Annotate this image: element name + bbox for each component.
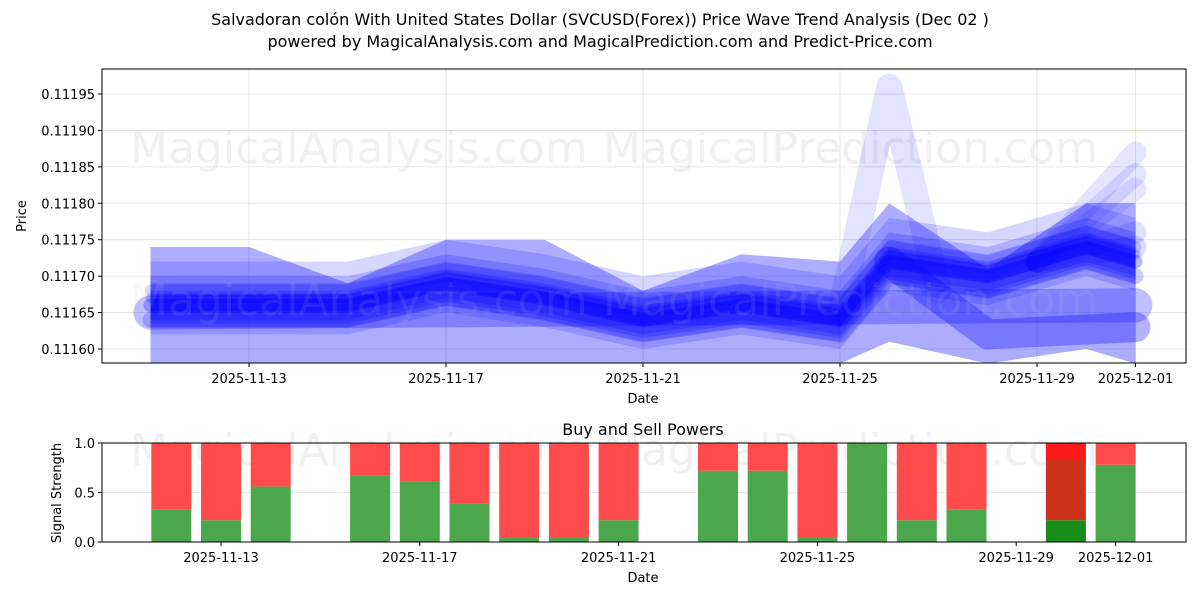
buy-bar <box>748 471 788 542</box>
y-tick-label: 0.11180 <box>41 197 95 212</box>
bar-2025-11-24 <box>748 443 788 542</box>
bar-2025-11-30 <box>1046 443 1086 542</box>
buy-bar <box>797 537 837 542</box>
x-tick-label: 2025-11-29 <box>978 551 1054 566</box>
buy-bar <box>549 537 589 542</box>
y-tick-label: 0.5 <box>74 487 95 502</box>
buy-sell-chart: Buy and Sell Powers MagicalAnalysis.com … <box>50 420 1186 586</box>
bar-2025-11-23 <box>698 443 738 542</box>
watermark-prediction: MagicalPrediction.com <box>603 123 1098 174</box>
bar-2025-11-25 <box>797 443 837 542</box>
y-tick-label: 0.11185 <box>41 161 95 176</box>
y-tick-label: 0.11160 <box>41 343 95 358</box>
signal-x-label: Date <box>627 571 658 586</box>
bar-2025-11-18 <box>450 443 490 542</box>
x-tick-label: 2025-11-17 <box>382 551 458 566</box>
buy-bar <box>450 503 490 542</box>
bar-2025-11-27 <box>897 443 937 542</box>
x-tick-label: 2025-11-13 <box>211 372 287 387</box>
buy-bar <box>400 482 440 542</box>
bar-2025-11-14 <box>251 443 291 542</box>
buy-bar <box>897 520 937 542</box>
buy-bar <box>201 520 241 542</box>
y-tick-label: 0.11195 <box>41 88 95 103</box>
x-tick-label: 2025-11-17 <box>408 372 484 387</box>
sell-bar <box>350 443 390 476</box>
price-x-label: Date <box>627 392 658 407</box>
sell-bar <box>599 443 639 520</box>
buy-bar <box>350 476 390 542</box>
y-tick-label: 0.11165 <box>41 307 95 322</box>
price-y-ticks: 0.11160 0.11165 0.11170 0.11175 0.11180 0.111… <box>41 88 102 358</box>
figure: MagicalAnalysis.com MagicalPrediction.co… <box>0 0 1200 600</box>
buy-bar <box>698 471 738 542</box>
watermark-prediction-overlay: MagicalPrediction.com <box>603 275 1098 326</box>
signal-y-ticks: 0.0 0.5 1.0 <box>74 437 102 551</box>
price-y-label: Price <box>15 200 30 232</box>
bar-2025-11-26 <box>847 443 887 542</box>
bar-2025-12-01 <box>1096 443 1136 542</box>
buy-bar <box>151 509 191 542</box>
sell-bar <box>797 443 837 537</box>
x-tick-label: 2025-11-21 <box>605 372 681 387</box>
wave-flare <box>1037 247 1136 262</box>
buy-bar <box>1046 520 1086 542</box>
sell-bar <box>201 443 241 520</box>
watermark-analysis: MagicalAnalysis.com <box>130 123 588 174</box>
sell-bar <box>400 443 440 482</box>
watermark-analysis-overlay: MagicalAnalysis.com <box>130 275 588 326</box>
x-tick-label: 2025-12-01 <box>1098 372 1174 387</box>
bar-2025-11-19 <box>499 443 539 542</box>
bar-2025-11-21 <box>599 443 639 542</box>
x-tick-label: 2025-12-01 <box>1078 551 1154 566</box>
price-x-ticks: 2025-11-13 2025-11-17 2025-11-21 2025-11-25… <box>211 363 1173 387</box>
sell-bar <box>499 443 539 537</box>
x-tick-label: 2025-11-29 <box>999 372 1075 387</box>
sell-bar <box>897 443 937 520</box>
sell-bar-top <box>1046 443 1086 459</box>
sell-bar <box>1046 459 1086 520</box>
y-tick-label: 0.11175 <box>41 234 95 249</box>
sell-bar <box>151 443 191 509</box>
buy-bar <box>847 443 887 542</box>
sell-bar <box>748 443 788 471</box>
bar-2025-11-12 <box>151 443 191 542</box>
y-tick-label: 0.11170 <box>41 270 95 285</box>
sell-bar <box>947 443 987 509</box>
y-tick-label: 0.0 <box>74 536 95 551</box>
buy-bar <box>1096 465 1136 542</box>
signal-x-ticks: 2025-11-13 2025-11-17 2025-11-21 2025-11-25… <box>183 542 1153 566</box>
x-tick-label: 2025-11-21 <box>581 551 657 566</box>
sell-bar <box>1096 443 1136 465</box>
sell-bar <box>450 443 490 503</box>
x-tick-label: 2025-11-13 <box>183 551 259 566</box>
bar-2025-11-17 <box>400 443 440 542</box>
bar-2025-11-20 <box>549 443 589 542</box>
sell-bar <box>698 443 738 471</box>
bar-2025-11-13 <box>201 443 241 542</box>
x-tick-label: 2025-11-25 <box>802 372 878 387</box>
buy-bar <box>251 487 291 542</box>
signal-y-label: Signal Strength <box>50 443 65 543</box>
buy-bar <box>599 520 639 542</box>
y-tick-label: 0.11190 <box>41 124 95 139</box>
bar-2025-11-16 <box>350 443 390 542</box>
bar-2025-11-28 <box>947 443 987 542</box>
buy-bar <box>499 537 539 542</box>
sell-bar <box>549 443 589 537</box>
x-tick-label: 2025-11-25 <box>780 551 856 566</box>
sell-bar <box>251 443 291 487</box>
y-tick-label: 1.0 <box>74 437 95 452</box>
buy-bar <box>947 509 987 542</box>
price-wave-chart: MagicalAnalysis.com MagicalPrediction.co… <box>15 69 1186 407</box>
